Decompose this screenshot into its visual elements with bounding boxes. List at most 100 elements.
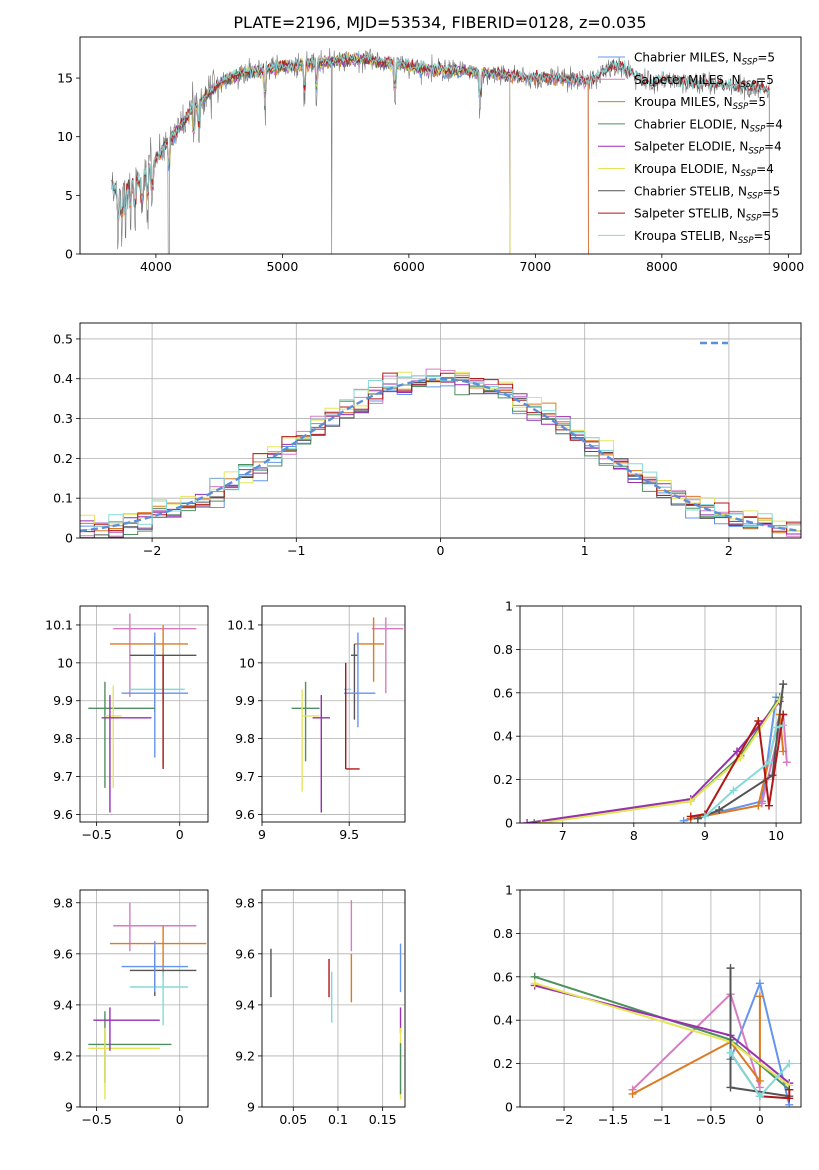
y-tick-label: 0.4 [493, 729, 513, 744]
legend-entry-tail: =5 [757, 51, 775, 65]
model-spectrum-line [168, 53, 511, 254]
series-line [631, 992, 761, 1091]
data-point-marker [686, 797, 695, 806]
legend-entry-base: Kroupa MILES, N [634, 95, 733, 109]
legend-entry-sub: SSP [748, 147, 764, 157]
spectrum-lines [111, 47, 770, 254]
data-point-marker [729, 786, 738, 795]
panel-residual_histogram: −2 −1 0 1 2 0 0.1 0.2 0.3 0.4 0.5 [53, 322, 802, 558]
data-point-marker [755, 1092, 764, 1101]
figure-title: PLATE=2196, MJD=53534, FIBERID=0128, z=0… [233, 13, 646, 32]
y-tick-label: 10 [57, 129, 73, 144]
panel-mass_weight_vs_Z: −2 −1.5 −1 −0.5 0 0 0.2 0.4 0.6 0.8 1 [493, 883, 802, 1127]
y-tick-label: 9.9 [235, 693, 255, 708]
data-point-marker [700, 812, 709, 821]
x-tick-label: 0 [176, 1112, 184, 1127]
data-point-marker [779, 680, 788, 689]
y-tick-label: 0.8 [493, 926, 513, 941]
y-tick-label: 10 [57, 655, 73, 670]
data-point-marker [726, 1083, 735, 1092]
model-spectrum-line [111, 55, 589, 254]
data-point-marker [715, 805, 724, 814]
errorbars [88, 902, 207, 1100]
y-tick-label: 9.7 [53, 769, 73, 784]
y-tick-label: 9.2 [235, 1048, 255, 1063]
x-tick-label: −1 [287, 543, 305, 558]
x-tick-label: 7 [559, 828, 567, 843]
data-point-marker [726, 964, 735, 973]
x-tick-label: −0.5 [696, 1112, 726, 1127]
legend-entry-tail: =5 [756, 73, 774, 87]
x-tick-label: 0 [176, 827, 184, 842]
y-tick-label: 1 [505, 883, 513, 898]
histogram-step-line [80, 368, 801, 537]
x-tick-label: −1.5 [598, 1112, 628, 1127]
x-tick-label: 0.1 [328, 1112, 348, 1127]
x-tick-label: 0.15 [369, 1112, 397, 1127]
x-tick-label: 2 [725, 543, 733, 558]
errorbars [270, 900, 402, 1100]
y-tick-label: 0.4 [493, 1013, 513, 1028]
legend-entry-tail: =5 [748, 95, 766, 109]
axes-frame [79, 36, 802, 255]
x-tick-label: 0 [437, 543, 445, 558]
legend-entry-sub: SSP [750, 124, 766, 134]
errorbars [291, 617, 404, 813]
axes-frame [79, 322, 802, 539]
legend-entry-base: Salpeter STELIB, N [634, 207, 746, 221]
data-point-marker [764, 801, 773, 810]
y-tick-label: 0.3 [53, 411, 73, 426]
legend-entry-base: Salpeter ELODIE, N [634, 140, 748, 154]
y-tick-label: 0 [505, 1100, 513, 1115]
data-point-marker [755, 992, 764, 1001]
data-point-marker [772, 723, 781, 732]
data-point-marker [628, 1089, 637, 1098]
y-tick-label: 15 [57, 71, 73, 86]
y-tick-label: 0.2 [493, 772, 513, 787]
x-tick-label: −2 [143, 543, 161, 558]
legend-entry-tail: =4 [765, 117, 783, 131]
data-point-marker [785, 1094, 794, 1103]
x-tick-label: 7000 [519, 259, 551, 274]
x-tick-label: 0.05 [279, 1112, 307, 1127]
panel-mass_vs_EBV: 0.05 0.1 0.15 9 9.2 9.4 9.6 9.8 [235, 889, 406, 1127]
axes-frame [261, 889, 406, 1108]
legend-entry-base: Chabrier ELODIE, N [634, 117, 750, 131]
y-tick-label: 0 [65, 247, 73, 262]
x-tick-label: −1 [653, 1112, 671, 1127]
y-tick-label: 0.6 [493, 969, 513, 984]
data-point-marker [686, 812, 695, 821]
legend-entry-sub: SSP [738, 236, 754, 246]
x-tick-label: 1 [581, 543, 589, 558]
y-tick-label: 9.7 [235, 769, 255, 784]
x-tick-label: −0.5 [81, 1112, 111, 1127]
data-point-marker [732, 747, 741, 756]
legend-entry: Kroupa ELODIE, NSSP=4 [634, 162, 774, 179]
y-tick-label: 9.8 [235, 731, 255, 746]
legend-entry-tail: =5 [763, 184, 781, 198]
panel-spectrum: 4000 5000 6000 7000 8000 9000 0 5 10 15 Chabrier M… [57, 36, 804, 274]
x-tick-label: 9.5 [339, 827, 359, 842]
panel-age_vs_mass: 9 9.5 9.6 9.7 9.8 9.9 10 10.1 [227, 605, 406, 842]
legend-entry: Chabrier MILES, NSSP=5 [634, 51, 775, 68]
y-tick-label: 9.8 [235, 895, 255, 910]
legend-entry: Kroupa MILES, NSSP=5 [634, 95, 766, 112]
axes-frame [519, 605, 802, 824]
y-tick-label: 10.1 [227, 617, 255, 632]
y-tick-label: 1 [505, 599, 513, 614]
y-tick-label: 0.5 [53, 331, 73, 346]
legend-entry-sub: SSP [742, 58, 758, 68]
axes-frame [79, 889, 209, 1108]
x-tick-label: 9 [258, 827, 266, 842]
data-point-marker [755, 979, 764, 988]
y-tick-label: 0.2 [53, 451, 73, 466]
lines [523, 680, 791, 823]
legend-entry: Chabrier ELODIE, NSSP=4 [634, 117, 783, 134]
normal-curve [80, 377, 801, 533]
y-tick-label: 9.9 [53, 693, 73, 708]
data-point-marker [764, 758, 773, 767]
data-point-marker [530, 819, 539, 823]
legend-entry-base: Salpeter MILES, N [634, 73, 741, 87]
